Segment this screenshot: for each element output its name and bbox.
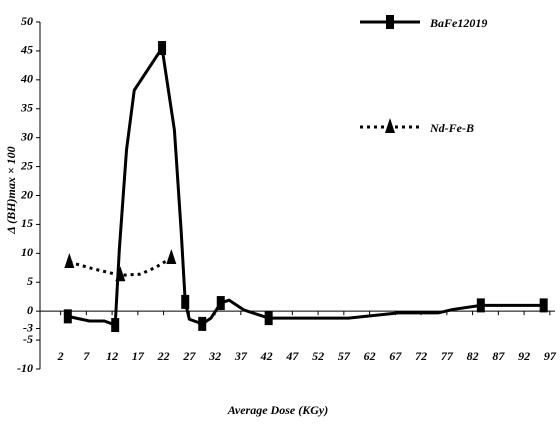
marker (181, 294, 190, 309)
marker (64, 253, 75, 269)
x-tick-label: 97 (544, 349, 557, 363)
x-tick-label: 7 (83, 349, 90, 363)
x-tick-label: 47 (285, 349, 299, 363)
y-tick-label: 10 (21, 245, 33, 259)
marker (111, 318, 120, 333)
x-tick-label: 52 (312, 349, 324, 363)
x-tick-label: 62 (364, 349, 376, 363)
y-axis-label: Δ (BH)max × 100 (4, 146, 18, 234)
series-line (67, 46, 544, 327)
y-tick-label: 40 (20, 72, 33, 86)
marker (539, 298, 548, 313)
y-tick-label: 50 (21, 14, 33, 28)
x-tick-label: 37 (234, 349, 248, 363)
x-tick-label: 87 (492, 349, 505, 363)
y-tick-label: 5 (27, 274, 33, 288)
x-tick-label: 12 (106, 349, 118, 363)
x-tick-label: 22 (157, 349, 170, 363)
marker (476, 298, 485, 313)
marker (166, 248, 177, 264)
x-tick-label: 2 (57, 349, 64, 363)
legend-label: Nd-Fe-B (429, 121, 474, 135)
x-tick-label: 27 (182, 349, 196, 363)
y-tick-label: 20 (20, 187, 33, 201)
y-tick-label: -3 (23, 320, 33, 334)
y-tick-label: 25 (20, 158, 33, 172)
y-tick-label: 30 (20, 129, 33, 143)
x-tick-label: 82 (467, 349, 479, 363)
marker (63, 309, 72, 324)
marker (264, 311, 273, 326)
marker (198, 316, 207, 331)
legend-marker (385, 118, 395, 133)
marker (158, 41, 167, 56)
y-tick-label: 0 (27, 303, 33, 317)
y-tick-label: 35 (20, 101, 33, 115)
x-tick-label: 32 (208, 349, 221, 363)
y-tick-label: -10 (17, 361, 33, 375)
y-tick-label: 45 (20, 43, 33, 57)
marker (216, 296, 225, 311)
x-tick-label: 42 (260, 349, 273, 363)
y-tick-label: 15 (21, 216, 33, 230)
marker (115, 266, 126, 282)
series-line (68, 256, 173, 277)
x-tick-label: 92 (518, 349, 530, 363)
x-tick-label: 57 (338, 349, 351, 363)
x-tick-label: 72 (415, 349, 427, 363)
legend-label: BaFe12019 (429, 16, 487, 30)
x-tick-label: 67 (389, 349, 402, 363)
x-axis-label: Average Dose (KGy) (227, 403, 328, 417)
x-tick-label: 17 (132, 349, 145, 363)
x-tick-label: 77 (441, 349, 454, 363)
y-tick-label: -5 (23, 332, 33, 346)
legend-marker (386, 15, 394, 29)
